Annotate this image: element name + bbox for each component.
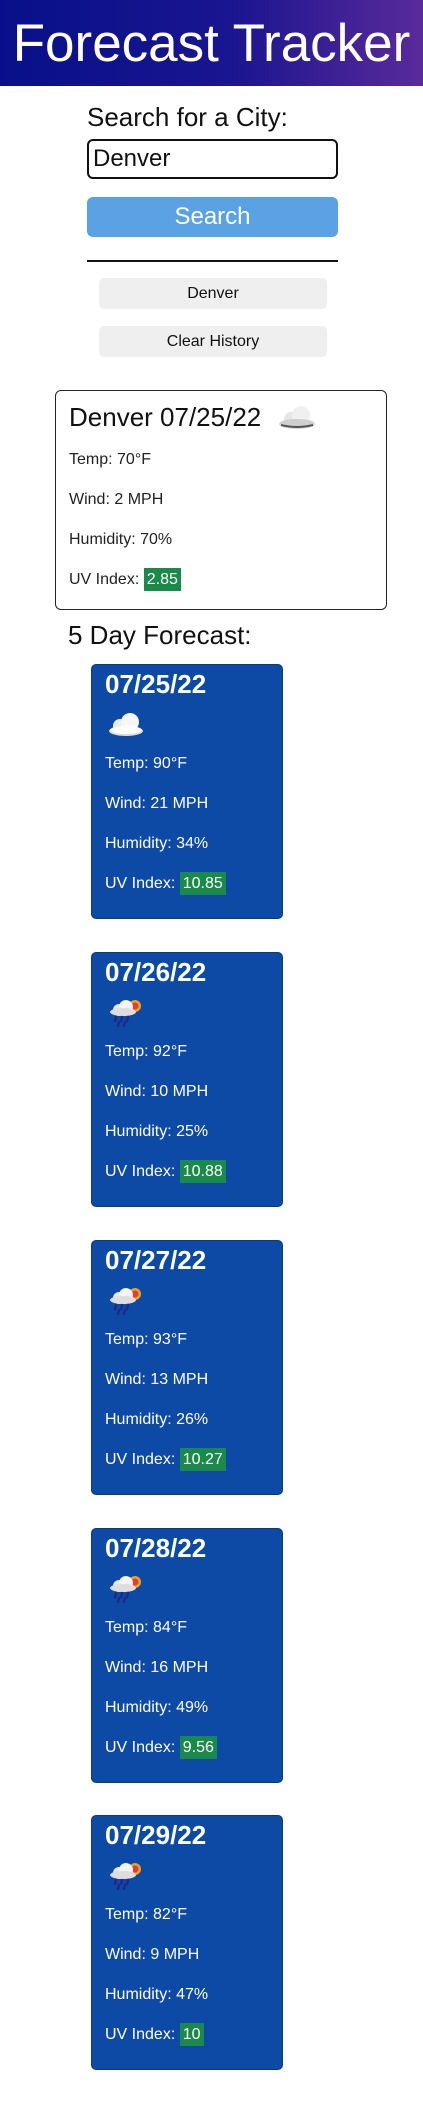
city-search-input[interactable] (87, 139, 338, 179)
forecast-day-card: 07/28/22 Temp: 84°F Wind: 16 MPH Humidit… (91, 1528, 283, 1783)
rain-sun-icon (106, 1860, 146, 1891)
current-humidity: Humidity: 70% (69, 531, 173, 548)
forecast-heading: 5 Day Forecast: (68, 620, 252, 650)
cloud-icon (106, 709, 146, 739)
forecast-uv-badge: 9.56 (179, 1736, 217, 1759)
forecast-humidity: Humidity: 47% (105, 1986, 209, 2003)
forecast-uv: UV Index: 10.88 (105, 1160, 226, 1183)
forecast-wind: Wind: 16 MPH (105, 1659, 209, 1676)
forecast-date: 07/27/22 (105, 1245, 207, 1275)
forecast-humidity: Humidity: 49% (105, 1699, 209, 1716)
search-label: Search for a City: (87, 102, 288, 132)
current-temp: Temp: 70°F (69, 451, 151, 468)
search-section: Search for a City: Search (87, 102, 338, 237)
current-city-date: Denver 07/25/22 (69, 401, 262, 432)
forecast-day-card: 07/26/22 Temp: 92°F Wind: 10 MPH Humidit… (91, 952, 283, 1207)
search-button[interactable]: Search (87, 197, 338, 237)
forecast-date: 07/29/22 (105, 1820, 207, 1850)
forecast-humidity: Humidity: 26% (105, 1411, 209, 1428)
forecast-uv-badge: 10.85 (179, 872, 226, 895)
forecast-temp: Temp: 82°F (105, 1906, 187, 1923)
forecast-temp: Temp: 92°F (105, 1043, 187, 1060)
forecast-temp: Temp: 93°F (105, 1331, 187, 1348)
forecast-uv-badge: 10.27 (179, 1448, 226, 1471)
forecast-wind: Wind: 10 MPH (105, 1083, 209, 1100)
forecast-wind: Wind: 9 MPH (105, 1946, 200, 1963)
forecast-date: 07/28/22 (105, 1533, 207, 1563)
forecast-uv-badge: 10.88 (179, 1160, 226, 1183)
forecast-humidity: Humidity: 34% (105, 835, 209, 852)
cloud-icon (275, 402, 319, 432)
current-wind: Wind: 2 MPH (69, 491, 164, 508)
search-divider (87, 260, 338, 262)
forecast-uv-badge: 10 (179, 2023, 204, 2046)
forecast-date: 07/25/22 (105, 669, 207, 699)
current-uv-badge: 2.85 (143, 568, 181, 591)
forecast-uv-label: UV Index: (105, 1739, 176, 1756)
clear-history-button[interactable]: Clear History (99, 326, 327, 357)
forecast-uv-label: UV Index: (105, 1451, 176, 1468)
forecast-uv-label: UV Index: (105, 875, 176, 892)
forecast-uv: UV Index: 10.27 (105, 1448, 226, 1471)
forecast-humidity: Humidity: 25% (105, 1123, 209, 1140)
rain-sun-icon (106, 1573, 146, 1604)
forecast-day-card: 07/27/22 Temp: 93°F Wind: 13 MPH Humidit… (91, 1240, 283, 1495)
forecast-uv-label: UV Index: (105, 1163, 176, 1180)
forecast-day-card: 07/25/22 Temp: 90°F Wind: 21 MPH Humidit… (91, 664, 283, 919)
forecast-uv-label: UV Index: (105, 2026, 176, 2043)
history-item-denver[interactable]: Denver (99, 278, 327, 309)
forecast-uv: UV Index: 10 (105, 2023, 204, 2046)
app-header: Forecast Tracker (0, 0, 423, 86)
forecast-date: 07/26/22 (105, 957, 207, 987)
forecast-temp: Temp: 90°F (105, 755, 187, 772)
current-uv: UV Index: 2.85 (69, 568, 181, 591)
forecast-uv: UV Index: 10.85 (105, 872, 226, 895)
forecast-temp: Temp: 84°F (105, 1619, 187, 1636)
forecast-day-card: 07/29/22 Temp: 82°F Wind: 9 MPH Humidity… (91, 1815, 283, 2070)
current-weather-card: Denver 07/25/22 Temp: 70°F Wind: 2 MPH H… (55, 390, 387, 610)
current-uv-label: UV Index: (69, 571, 140, 588)
app-title: Forecast Tracker (12, 13, 411, 73)
forecast-wind: Wind: 13 MPH (105, 1371, 209, 1388)
forecast-wind: Wind: 21 MPH (105, 795, 209, 812)
rain-sun-icon (106, 1285, 146, 1316)
rain-sun-icon (106, 997, 146, 1028)
forecast-uv: UV Index: 9.56 (105, 1736, 217, 1759)
